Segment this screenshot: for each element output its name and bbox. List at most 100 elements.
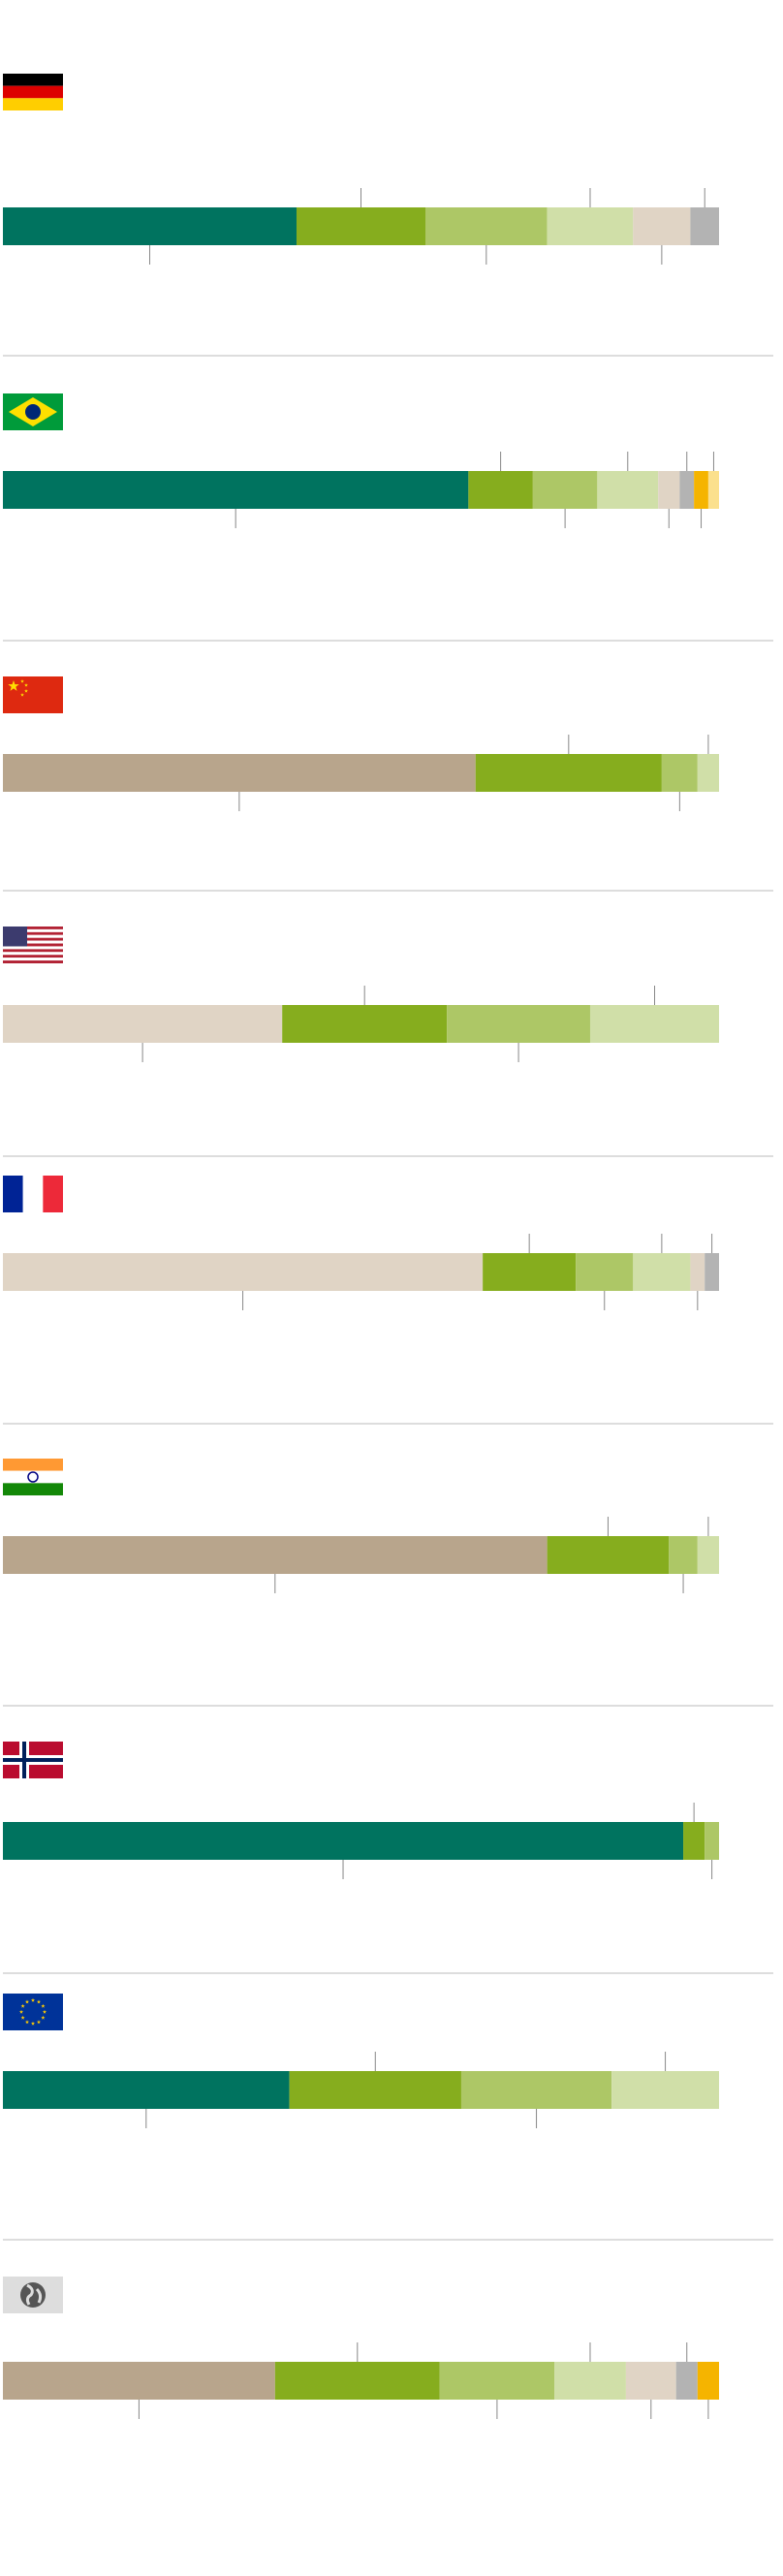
flag-band: [3, 1459, 63, 1471]
flag-star: [24, 683, 28, 687]
flag-wheel: [27, 1471, 39, 1483]
flag-stripe: [3, 946, 63, 950]
flag-star: [41, 2003, 46, 2008]
bar-segment: [658, 471, 680, 509]
flag-cross: [3, 1758, 63, 1762]
bar-segment: [597, 471, 659, 509]
flag-stripe: [3, 958, 63, 961]
flag-stripe: [3, 934, 63, 938]
flag-stripe: [3, 955, 63, 958]
flag-star: [20, 679, 24, 683]
bar-segment: [589, 1005, 719, 1043]
flag-stripe: [3, 928, 63, 932]
bar-segment: [697, 2362, 719, 2400]
flag-band: [3, 85, 63, 99]
flag: [3, 676, 63, 713]
flag-star: [20, 2003, 25, 2008]
bar-segment: [460, 2071, 612, 2109]
flag: [3, 393, 63, 430]
bar-segment: [705, 1253, 719, 1291]
flag-star: [20, 693, 24, 697]
bar-segment: [475, 754, 662, 792]
bar-segment: [3, 1822, 684, 1860]
flag-band: [3, 98, 63, 110]
flag-band: [43, 1176, 63, 1212]
globe-icon: [20, 2282, 46, 2308]
bar-segment: [3, 2071, 290, 2109]
flag-stripe: [3, 937, 63, 941]
flag: [3, 1994, 63, 2030]
flag-stripe: [3, 943, 63, 947]
flag-stripe: [3, 952, 63, 956]
bar-segment: [705, 1822, 719, 1860]
flag-stripe: [3, 927, 63, 929]
bar-segment: [3, 471, 469, 509]
bar-segment: [694, 471, 708, 509]
flag-star: [30, 1997, 36, 2002]
flag-star: [36, 1999, 42, 2004]
bar-segment: [547, 207, 634, 245]
bar-segment: [439, 2362, 555, 2400]
flag-stripe: [3, 960, 63, 963]
flag: [3, 2277, 63, 2313]
bar-segment: [425, 207, 548, 245]
flag: [3, 1176, 63, 1212]
bar-segment: [3, 207, 297, 245]
bar-segment: [3, 1536, 548, 1574]
bar-segment: [3, 1005, 283, 1043]
bar-segment: [611, 2071, 719, 2109]
bar-segment: [633, 1253, 691, 1291]
bar-segment: [282, 1005, 448, 1043]
flag: [3, 927, 63, 963]
flag-stripe: [3, 949, 63, 953]
bar-segment: [707, 471, 719, 509]
flag-star: [42, 2009, 47, 2014]
flag-globe: [25, 404, 41, 420]
flag-band: [3, 1470, 63, 1484]
bar-segment: [697, 754, 719, 792]
bar-segment: [554, 2362, 626, 2400]
flag: [3, 1459, 63, 1495]
bar-segment: [669, 1536, 698, 1574]
bar-segment: [690, 1253, 705, 1291]
flag-field: [3, 676, 63, 713]
flag-star: [30, 2021, 36, 2026]
flag-canton: [3, 927, 27, 947]
bar-segment: [483, 1253, 577, 1291]
flag-star: [18, 2009, 24, 2014]
bar-segment: [625, 2362, 676, 2400]
bar-segment: [468, 471, 533, 509]
bar-segment: [532, 471, 598, 509]
bar-segment: [675, 2362, 698, 2400]
flag-band: [3, 74, 63, 86]
flag-star: [36, 2020, 42, 2025]
flag-star: [24, 1999, 30, 2004]
bar-segment: [661, 754, 698, 792]
bar-segment: [690, 207, 719, 245]
bar-segment: [3, 2362, 275, 2400]
bar-segment: [683, 1822, 705, 1860]
bar-segment: [289, 2071, 461, 2109]
flag-band: [3, 1176, 23, 1212]
bar-segment: [547, 1536, 670, 1574]
bar-segment: [697, 1536, 719, 1574]
bar-segment: [633, 207, 691, 245]
flag-star: [8, 680, 19, 691]
bar-segment: [679, 471, 695, 509]
flag-band: [22, 1176, 44, 1212]
flag-star: [41, 2015, 46, 2020]
flag-star: [24, 689, 28, 693]
flag-star: [24, 2020, 30, 2025]
flag-band: [3, 1483, 63, 1495]
bar-segment: [447, 1005, 590, 1043]
globe-land: [25, 2283, 43, 2306]
flag-stripe: [3, 940, 63, 944]
bar-segment: [576, 1253, 634, 1291]
flag: [3, 1742, 63, 1778]
flag: [3, 74, 63, 110]
flag-stripe: [3, 931, 63, 935]
bar-segment: [3, 754, 476, 792]
flag-star: [20, 2015, 25, 2020]
